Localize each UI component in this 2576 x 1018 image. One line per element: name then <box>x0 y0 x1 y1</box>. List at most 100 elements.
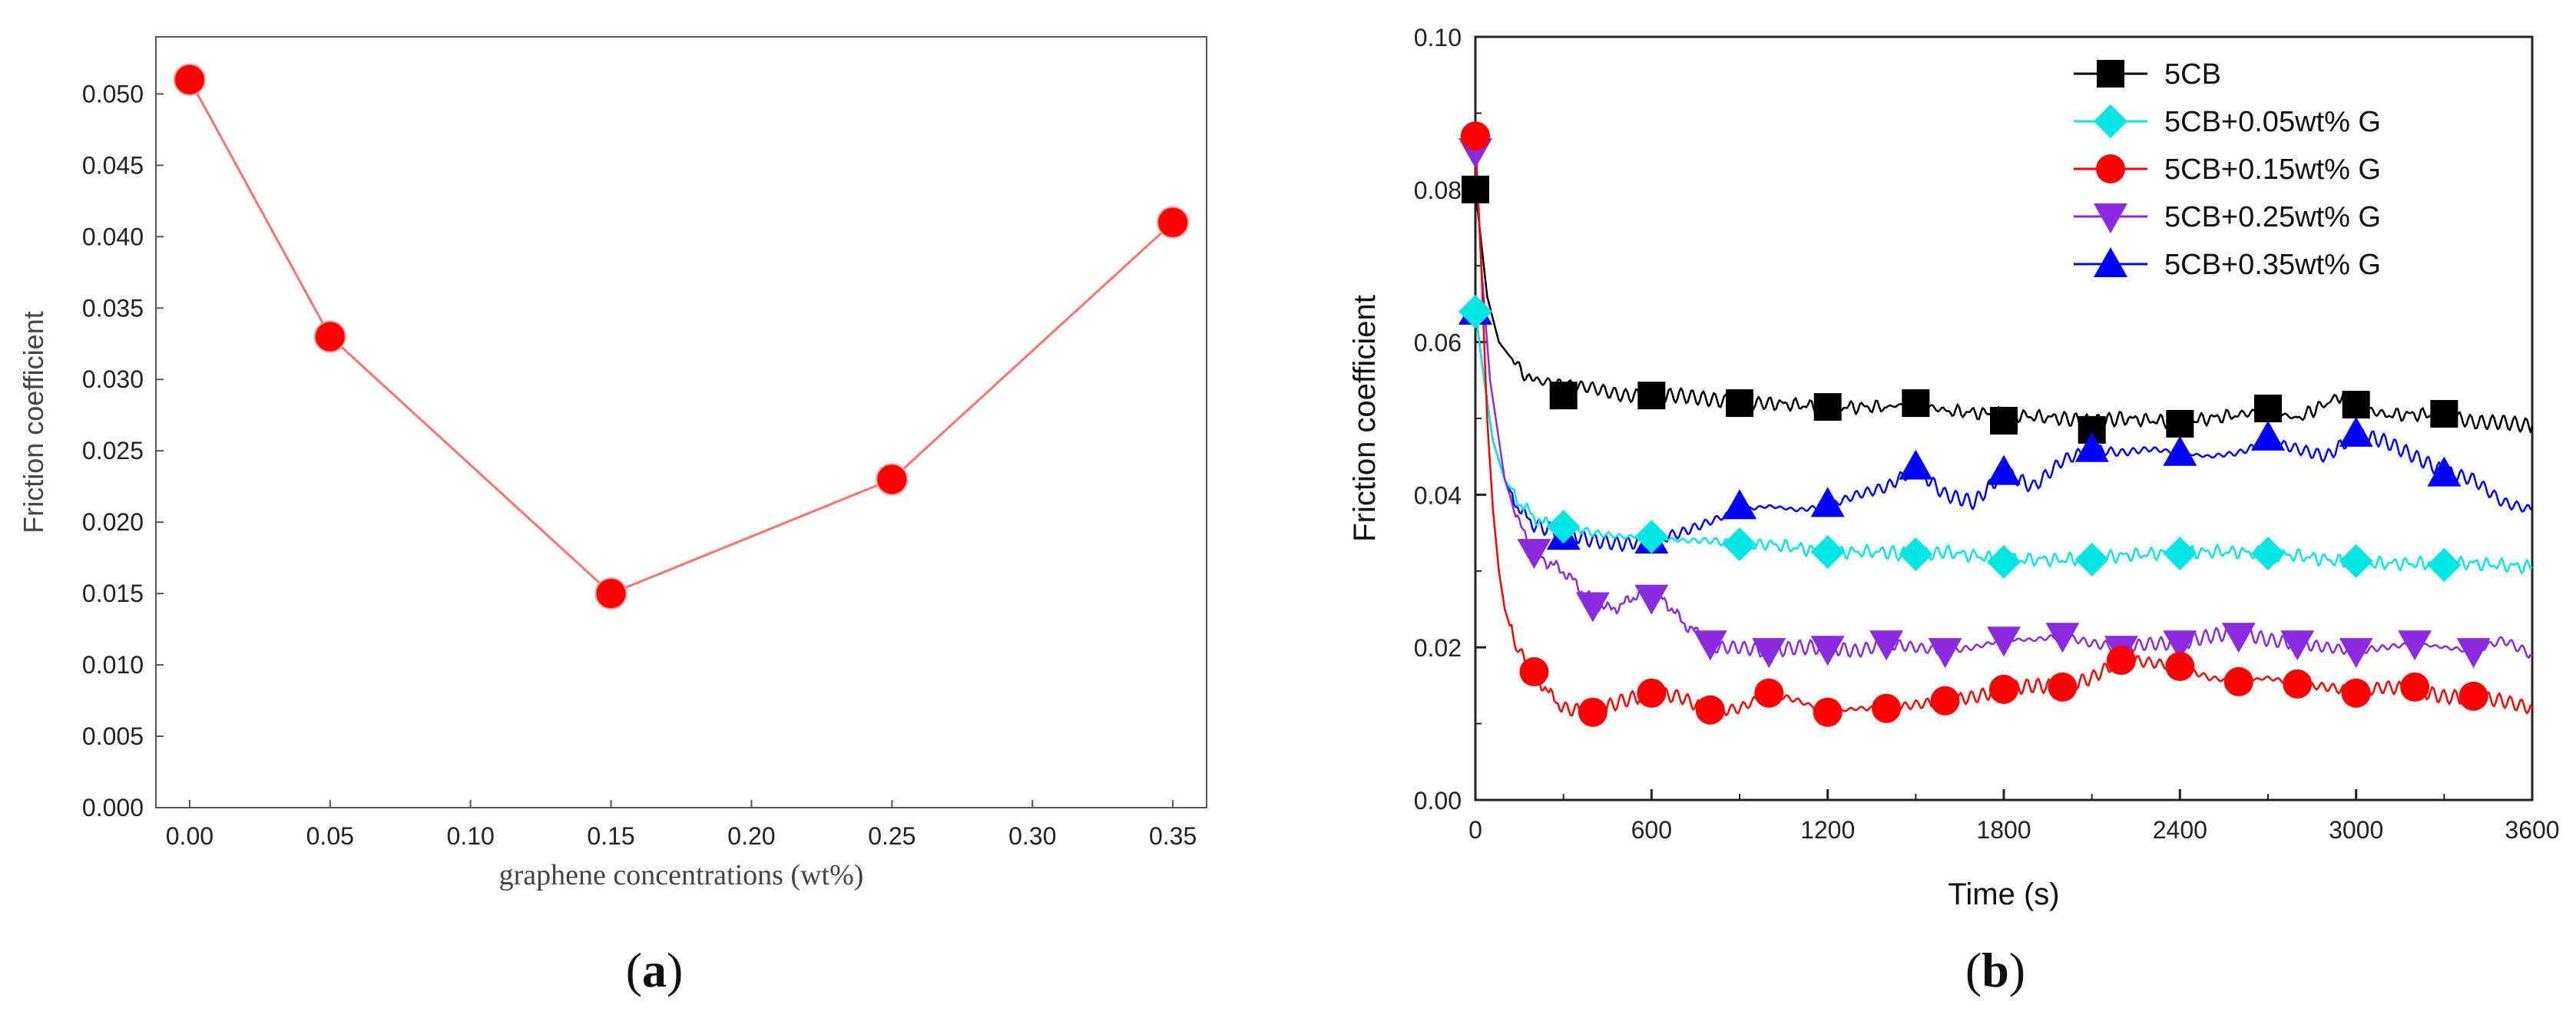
data-marker <box>1987 454 2021 485</box>
y-tick-label: 0.030 <box>82 365 144 393</box>
x-tick-label: 600 <box>1631 816 1672 844</box>
data-marker <box>1899 537 1933 571</box>
data-marker <box>1637 678 1667 708</box>
x-tick-label: 0.10 <box>447 822 495 850</box>
data-marker <box>1869 630 1904 661</box>
data-marker <box>1813 393 1842 421</box>
legend-marker <box>2097 60 2124 88</box>
data-marker <box>2163 630 2197 661</box>
data-marker <box>1634 584 1669 615</box>
data-marker <box>2251 420 2285 451</box>
chart-a-y-ticks: 0.000 0.005 0.010 0.015 0.020 0.025 0.030 0.035… <box>82 80 164 821</box>
chart-b-y-axis-label: Friction coefficient <box>1348 295 1382 542</box>
panel-b-letter: b <box>1982 943 2009 997</box>
x-tick-label: 2400 <box>2153 816 2207 844</box>
y-tick-label: 0.005 <box>82 722 144 750</box>
data-marker <box>1810 534 1845 569</box>
data-marker <box>1459 294 1492 329</box>
data-marker <box>1930 686 1960 716</box>
x-tick-label: 3000 <box>2329 816 2383 844</box>
data-marker <box>1752 638 1786 669</box>
data-marker <box>1634 520 1669 554</box>
y-tick-label: 0.020 <box>82 508 144 536</box>
data-marker <box>2251 536 2285 570</box>
y-tick-label: 0.035 <box>82 294 144 322</box>
data-marker <box>2342 391 2370 419</box>
chart-a-frame <box>155 36 1207 808</box>
chart-a-y-axis-label: Friction coefficient <box>18 311 49 533</box>
data-marker <box>1578 697 1608 727</box>
data-marker <box>1987 544 2021 579</box>
data-marker <box>2163 536 2197 570</box>
data-marker <box>1637 382 1666 410</box>
x-tick-label: 0.20 <box>727 822 775 850</box>
x-tick-label: 0.15 <box>587 822 634 850</box>
data-marker <box>1810 487 1845 517</box>
data-marker <box>1813 697 1843 727</box>
data-marker <box>2456 638 2491 669</box>
legend-label: 5CB+0.25wt% G <box>2164 201 2381 233</box>
y-tick-label: 0.00 <box>1414 787 1462 815</box>
x-tick-label: 1200 <box>1800 816 1855 844</box>
chart-a-x-ticks: 0.00 0.05 0.10 0.15 0.20 0.25 0.30 0.35 <box>166 800 1197 850</box>
data-marker <box>1461 121 1490 151</box>
data-marker <box>2045 623 2080 653</box>
data-marker <box>1928 638 1962 669</box>
data-marker <box>2280 630 2315 661</box>
legend-label: 5CB <box>2164 58 2221 91</box>
data-marker <box>2339 416 2373 447</box>
panel-a-letter: a <box>642 943 667 997</box>
y-tick-label: 0.04 <box>1414 481 1462 509</box>
data-marker <box>1902 389 1930 418</box>
legend-label: 5CB+0.05wt% G <box>2164 106 2381 138</box>
y-tick-label: 0.015 <box>82 580 144 607</box>
data-marker <box>2427 456 2462 487</box>
data-marker <box>2163 435 2197 466</box>
data-marker <box>2166 409 2194 438</box>
data-point <box>1157 206 1190 239</box>
data-marker <box>2341 678 2371 708</box>
chart-b-markers <box>1459 121 2491 727</box>
chart-b-y-ticks: 0.00 0.02 0.04 0.06 0.08 0.10 <box>1414 24 1486 815</box>
data-marker <box>1810 636 1845 666</box>
data-marker <box>1695 695 1725 725</box>
y-tick-label: 0.010 <box>82 651 144 679</box>
data-point <box>173 63 206 96</box>
data-marker <box>2254 395 2282 423</box>
data-marker <box>1549 382 1578 410</box>
data-marker <box>1723 527 1757 562</box>
data-marker <box>1872 693 1902 723</box>
data-marker <box>2283 669 2313 699</box>
data-marker <box>1575 592 1610 623</box>
data-marker <box>2074 431 2109 462</box>
y-tick-label: 0.045 <box>82 151 144 179</box>
data-marker <box>2165 652 2195 682</box>
data-point <box>313 320 346 353</box>
x-tick-label: 0.25 <box>868 822 916 850</box>
chart-a-series <box>173 63 1190 610</box>
legend-marker <box>2094 203 2127 233</box>
data-marker <box>2221 623 2256 653</box>
data-marker <box>1989 674 2018 704</box>
data-point <box>876 463 909 496</box>
x-tick-label: 0.05 <box>306 822 354 850</box>
y-tick-label: 0.040 <box>82 223 144 250</box>
legend-marker <box>2096 154 2125 183</box>
data-marker <box>2458 681 2488 711</box>
data-marker <box>1693 630 1727 661</box>
data-marker <box>2106 646 2136 676</box>
data-marker <box>1517 538 1551 569</box>
x-tick-label: 0 <box>1468 816 1482 844</box>
series-line <box>1474 311 2533 574</box>
x-tick-label: 0.00 <box>166 822 214 850</box>
data-marker <box>2048 672 2078 702</box>
chart-b: 0.00 0.02 0.04 0.06 0.08 0.10 0 600 1200 1800 240… <box>1348 24 2560 997</box>
data-marker <box>1726 389 1753 418</box>
legend-label: 5CB+0.15wt% G <box>2164 154 2381 186</box>
x-tick-label: 1800 <box>1976 816 2031 844</box>
y-tick-label: 0.025 <box>82 437 144 464</box>
data-marker <box>2339 638 2373 669</box>
data-marker <box>1462 175 1489 203</box>
data-marker <box>2398 630 2432 661</box>
y-tick-label: 0.10 <box>1414 24 1462 51</box>
